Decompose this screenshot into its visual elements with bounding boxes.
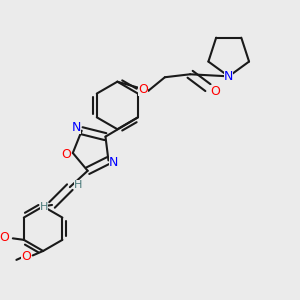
Text: O: O — [210, 85, 220, 98]
Text: O: O — [138, 82, 148, 96]
Text: N: N — [72, 121, 81, 134]
Text: O: O — [0, 231, 10, 244]
Text: H: H — [40, 202, 48, 212]
Text: O: O — [21, 250, 31, 263]
Text: H: H — [74, 180, 82, 190]
Text: O: O — [61, 148, 71, 161]
Text: N: N — [224, 70, 233, 83]
Text: N: N — [109, 156, 119, 169]
